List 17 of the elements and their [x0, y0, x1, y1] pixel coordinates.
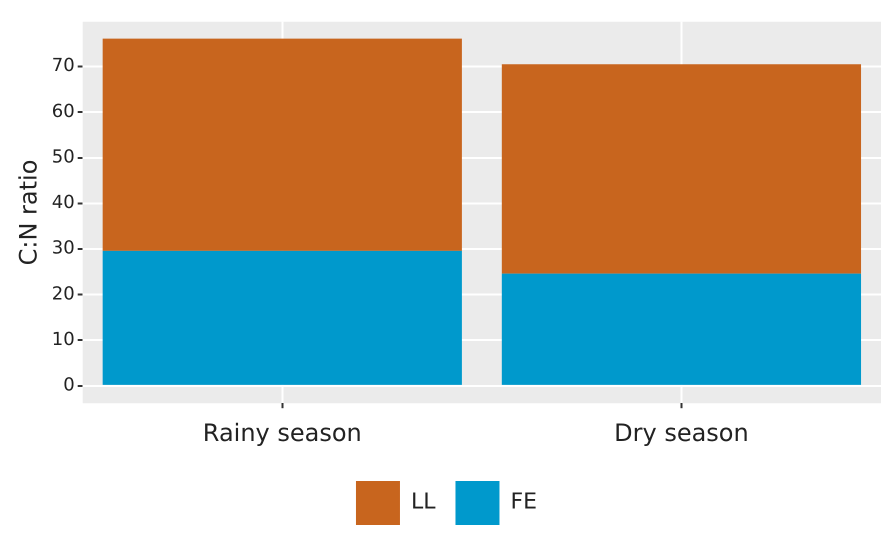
x-tick-label: Rainy season [202, 418, 362, 447]
y-tick-label: 20 [52, 283, 75, 304]
y-tick-label: 0 [63, 374, 75, 396]
y-tick-label: 40 [52, 192, 75, 214]
y-axis-title: C:N ratio [14, 160, 43, 266]
y-tick-label: 50 [52, 146, 75, 168]
y-tick-label: 30 [52, 238, 75, 259]
bar [102, 38, 462, 251]
bar [502, 274, 862, 385]
y-tick-label: 60 [52, 100, 75, 122]
y-tick-label: 70 [52, 55, 75, 76]
bar [502, 64, 862, 274]
legend-label: LL [410, 490, 436, 515]
x-tick-label: Dry season [614, 418, 749, 447]
legend-label: FE [510, 490, 538, 515]
bar [102, 250, 462, 385]
y-tick-label: 10 [52, 328, 75, 350]
